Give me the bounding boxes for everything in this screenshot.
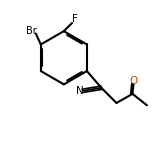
Text: O: O — [130, 76, 138, 86]
Text: N: N — [76, 86, 83, 96]
Text: F: F — [72, 14, 78, 24]
Text: Br: Br — [26, 26, 37, 36]
